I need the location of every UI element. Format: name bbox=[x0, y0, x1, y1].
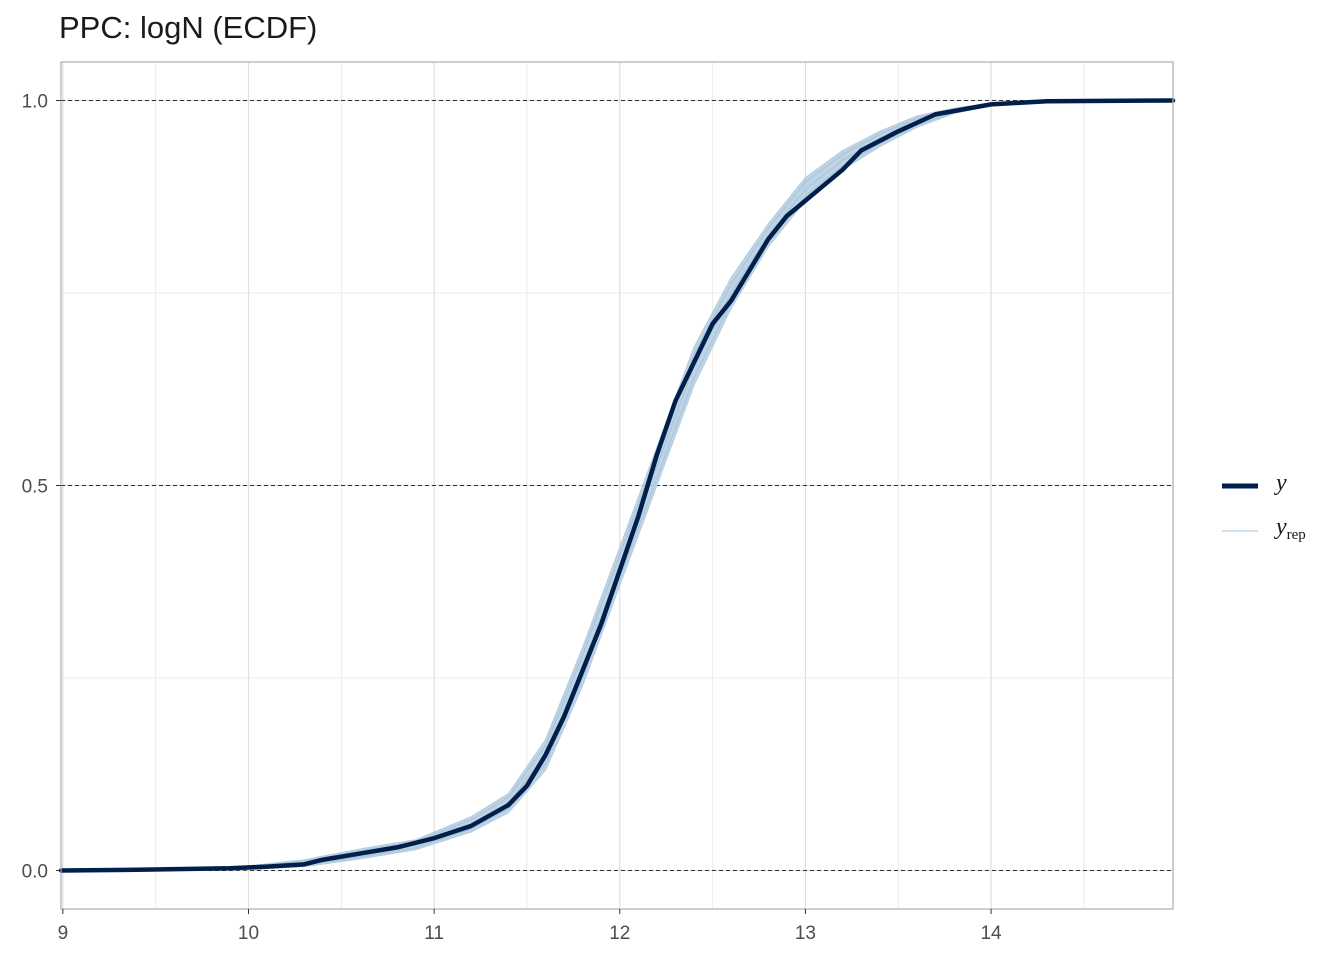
x-tick-label: 13 bbox=[795, 923, 816, 944]
tick-layer: 9 10 11 12 13 14 0.0 0.5 1.0 bbox=[22, 92, 1002, 945]
legend-label-yrep-base: y bbox=[1274, 514, 1287, 540]
x-tick-label: 9 bbox=[58, 923, 69, 944]
y-tick-label: 1.0 bbox=[22, 92, 48, 113]
chart-title: PPC: logN (ECDF) bbox=[59, 10, 318, 45]
legend-label-yrep-sub: rep bbox=[1287, 527, 1306, 543]
legend: y yrep bbox=[1222, 470, 1306, 543]
x-tick-label: 10 bbox=[238, 923, 259, 944]
x-tick-label: 12 bbox=[609, 923, 630, 944]
grid-layer bbox=[61, 62, 1173, 909]
y-rep-line bbox=[60, 100, 1174, 871]
y-tick-label: 0.5 bbox=[22, 477, 48, 498]
legend-label-yrep: yrep bbox=[1274, 514, 1306, 543]
legend-label-y: y bbox=[1274, 470, 1287, 496]
y-tick-label: 0.0 bbox=[22, 862, 48, 883]
y-line-layer bbox=[58, 98, 1176, 873]
x-tick-label: 14 bbox=[980, 923, 1002, 944]
x-tick-label: 11 bbox=[424, 923, 444, 944]
y-line bbox=[58, 98, 1176, 873]
